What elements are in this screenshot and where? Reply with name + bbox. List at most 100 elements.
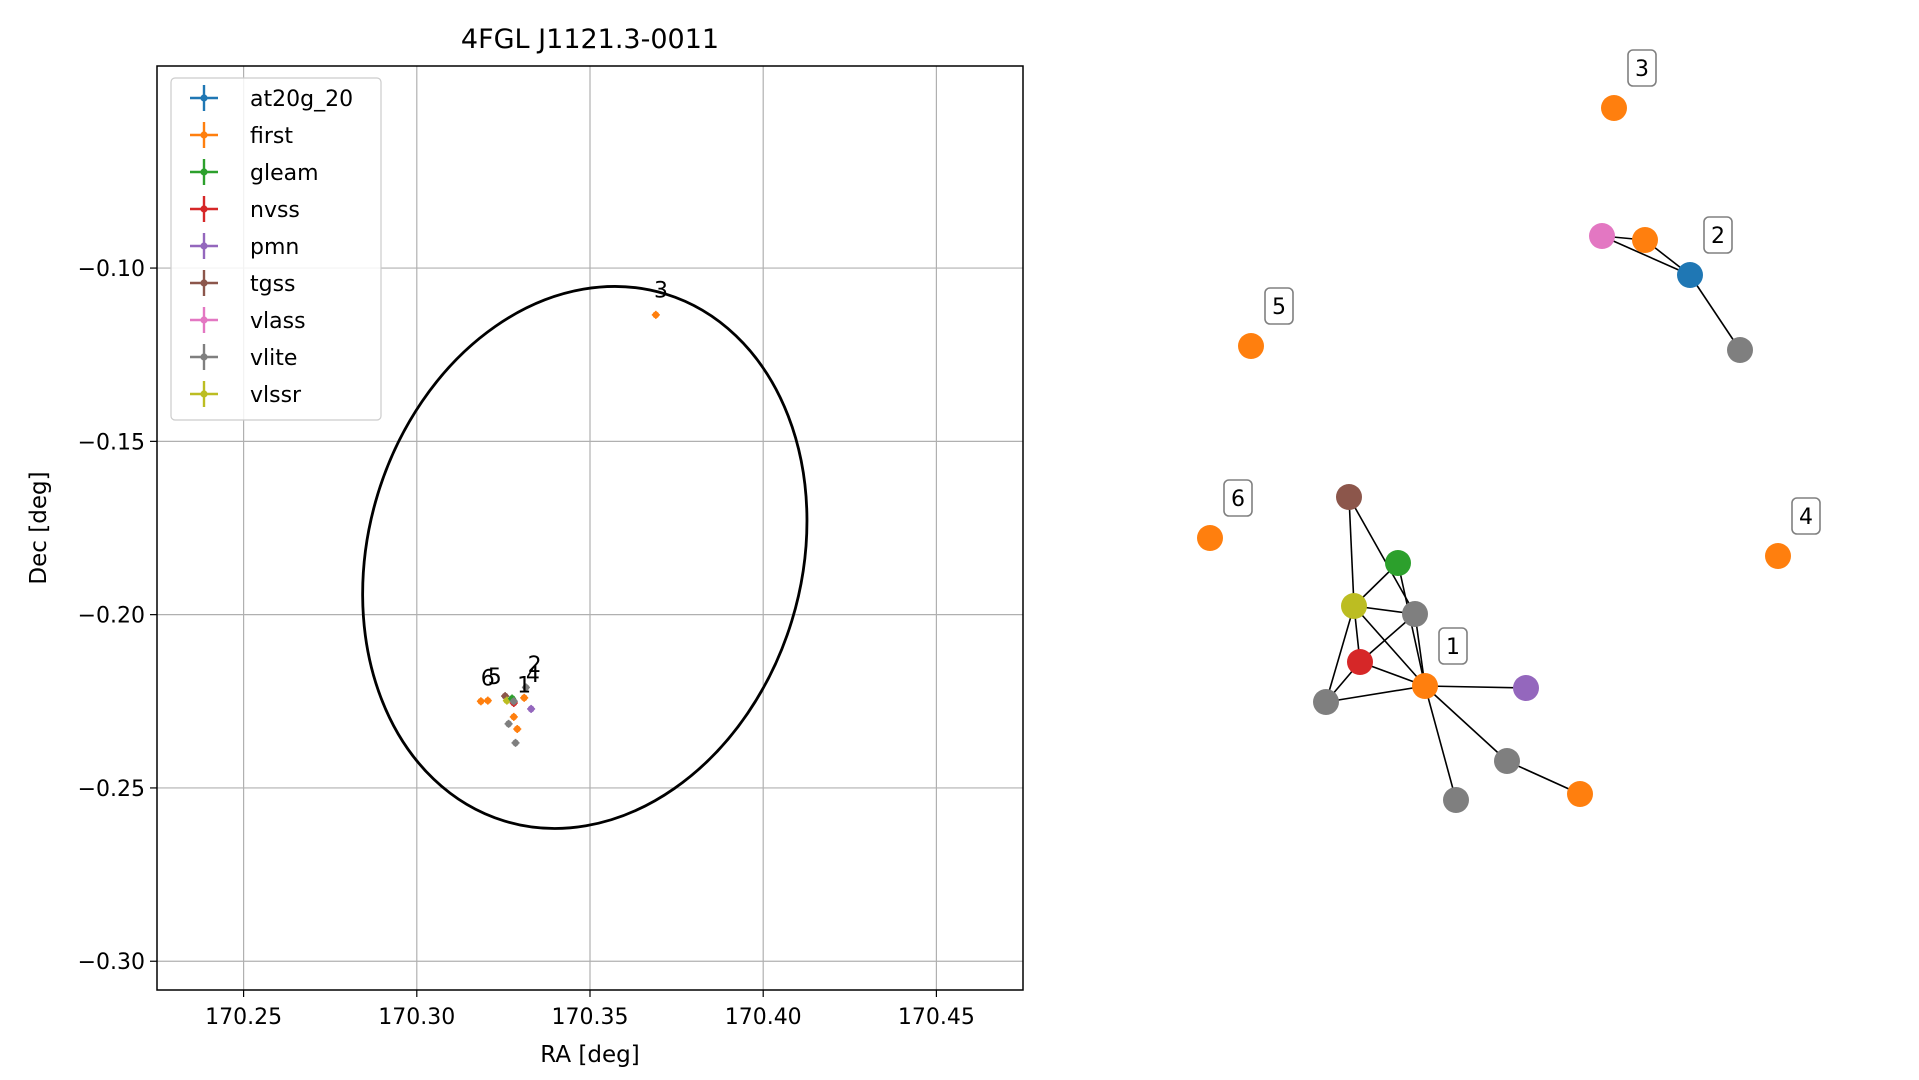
network-nodes — [1197, 95, 1791, 813]
network-node — [1601, 95, 1627, 121]
legend-label: nvss — [250, 198, 300, 223]
network-label-box — [1264, 287, 1294, 325]
network-node — [1589, 223, 1615, 249]
network-edge — [1424, 685, 1527, 689]
legend-label: gleam — [250, 161, 319, 186]
legend-label: tgss — [250, 272, 296, 297]
network-node — [1313, 689, 1339, 715]
network-edges — [1325, 235, 1741, 801]
x-tick-label: 170.30 — [378, 1005, 455, 1030]
network-node-label: 5 — [1264, 287, 1294, 325]
network-edge — [1348, 496, 1416, 615]
network-edge — [1689, 274, 1741, 351]
network-node — [1567, 781, 1593, 807]
network-node — [1443, 787, 1469, 813]
network-label-text: 6 — [1231, 487, 1245, 512]
x-tick-label: 170.45 — [898, 1005, 975, 1030]
data-point — [527, 704, 536, 713]
data-point-marker — [484, 697, 492, 705]
network-label-box — [1438, 627, 1468, 665]
y-tick-label: −0.20 — [78, 604, 145, 629]
legend-swatch-dot — [200, 316, 208, 324]
network-node — [1347, 649, 1373, 675]
legend-item: tgss — [190, 270, 296, 297]
network-edge — [1348, 496, 1355, 607]
network-node — [1677, 262, 1703, 288]
point-label: 1 — [517, 674, 531, 699]
legend-swatch-dot — [200, 131, 208, 139]
legend-swatch-dot — [200, 94, 208, 102]
network-node-label: 1 — [1438, 627, 1468, 665]
y-tick-label: −0.10 — [78, 257, 145, 282]
data-point-marker — [527, 705, 535, 713]
network-node — [1197, 525, 1223, 551]
y-tick-label: −0.30 — [78, 950, 145, 975]
data-point — [483, 696, 492, 705]
data-point-marker — [510, 697, 518, 705]
network-node-label: 3 — [1627, 49, 1657, 87]
x-axis-label: RA [deg] — [540, 1042, 639, 1068]
legend-item: gleam — [190, 159, 319, 186]
error-ellipse-layer — [361, 285, 809, 830]
legend-swatch-dot — [200, 168, 208, 176]
network-label-box — [1223, 479, 1253, 517]
data-point — [504, 719, 513, 728]
point-label: 6 — [481, 667, 495, 692]
network-node — [1238, 333, 1264, 359]
legend-swatch-dot — [200, 205, 208, 213]
network-label-box — [1627, 49, 1657, 87]
data-point — [509, 712, 518, 721]
network-node — [1402, 601, 1428, 627]
legend-label: at20g_20 — [250, 87, 353, 112]
error-ellipse — [361, 285, 809, 830]
legend-swatch-dot — [200, 242, 208, 250]
legend-frame — [170, 77, 382, 421]
network-label-text: 5 — [1272, 295, 1286, 320]
legend-item: nvss — [190, 196, 300, 223]
data-point-marker — [477, 697, 485, 705]
legend-label: vlssr — [250, 383, 302, 408]
chart-title: 4FGL J1121.3-0011 — [461, 24, 719, 55]
legend-label: vlite — [250, 346, 297, 371]
legend-item: vlass — [190, 307, 306, 334]
network-node-label: 4 — [1791, 497, 1821, 535]
network-edge — [1325, 605, 1355, 703]
data-point-marker — [520, 694, 528, 702]
data-point — [521, 683, 530, 692]
legend-item: vlite — [190, 344, 297, 371]
network-node — [1727, 337, 1753, 363]
network-node — [1341, 593, 1367, 619]
network-edge — [1325, 685, 1426, 703]
network-edge — [1601, 235, 1691, 276]
network-node — [1513, 675, 1539, 701]
data-point-marker — [513, 725, 521, 733]
network-node — [1385, 550, 1411, 576]
network-label-box — [1791, 497, 1821, 535]
point-label: 3 — [654, 279, 668, 304]
network-label-text: 2 — [1711, 224, 1725, 249]
network-node — [1632, 227, 1658, 253]
x-tick-label: 170.35 — [552, 1005, 629, 1030]
network-edge — [1424, 685, 1457, 801]
network-edge — [1506, 760, 1581, 795]
data-point-marker — [652, 311, 660, 319]
data-point — [651, 310, 660, 319]
network-node-label: 6 — [1223, 479, 1253, 517]
y-axis-label: Dec [deg] — [26, 471, 52, 584]
points — [476, 310, 660, 747]
data-point-marker — [522, 684, 530, 691]
network-edge — [1353, 605, 1426, 687]
legend-item: pmn — [190, 233, 299, 260]
network-panel: 3 2 5 6 4 1 — [1197, 49, 1821, 813]
legend-label: first — [250, 124, 293, 149]
x-tick-label: 170.25 — [205, 1005, 282, 1030]
y-tick-label: −0.25 — [78, 777, 145, 802]
legend-item: at20g_20 — [190, 85, 353, 112]
network-label-text: 1 — [1446, 635, 1460, 660]
legend-swatch-dot — [200, 353, 208, 361]
ticks: 170.25 170.30 170.35 170.40 170.45 −0.10 −0.15… — [78, 257, 975, 1030]
data-point — [476, 697, 485, 706]
